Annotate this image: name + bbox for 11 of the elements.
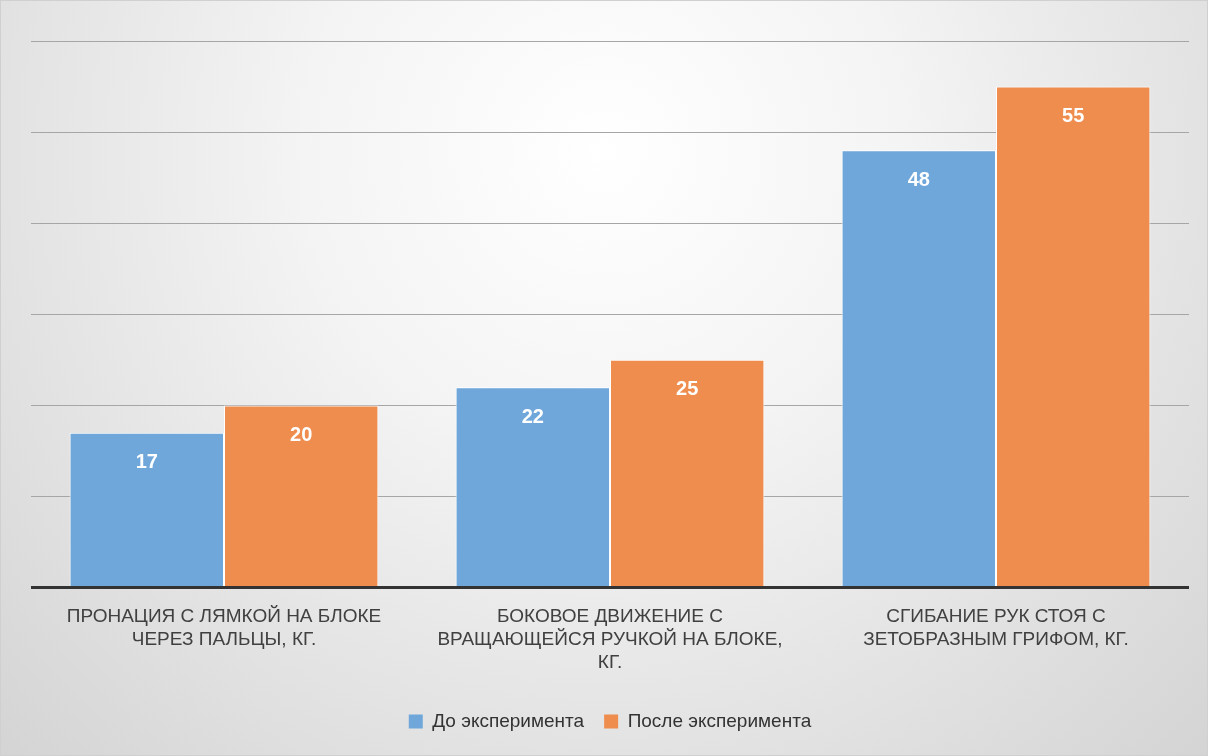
data-label: 17 [135,450,158,473]
legend-label: После эксперимента [627,709,812,731]
x-tick-label: БОКОВОЕ ДВИЖЕНИЕ С ВРАЩАЮЩЕЙСЯ РУЧКОЙ НА БЛОКЕ, КГ. [437,605,783,672]
data-label: 20 [290,422,313,445]
legend-label: До эксперимента [432,709,585,731]
x-tick-label: СГИБАНИЕ РУК СТОЯ С ЗЕТОБРАЗНЫМ ГРИФОМ, КГ. [863,605,1129,650]
data-label: 55 [1062,104,1085,127]
data-label: 22 [521,404,544,427]
x-tick-label: ПРОНАЦИЯ С ЛЯМКОЙ НА БЛОКЕ ЧЕРЕЗ ПАЛЬЦЫ, КГ. [66,605,382,650]
data-label: 25 [676,377,699,400]
data-label: 48 [907,167,930,190]
